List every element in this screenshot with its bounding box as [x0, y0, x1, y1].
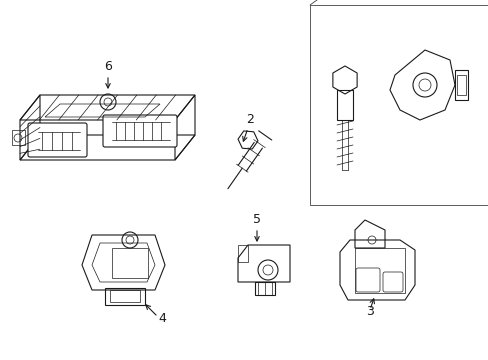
Text: 6: 6	[104, 60, 112, 73]
Text: 2: 2	[245, 113, 253, 126]
Text: 5: 5	[252, 213, 261, 226]
FancyBboxPatch shape	[103, 115, 177, 147]
Text: 3: 3	[366, 305, 373, 318]
FancyBboxPatch shape	[28, 123, 87, 157]
Text: 4: 4	[158, 312, 165, 325]
